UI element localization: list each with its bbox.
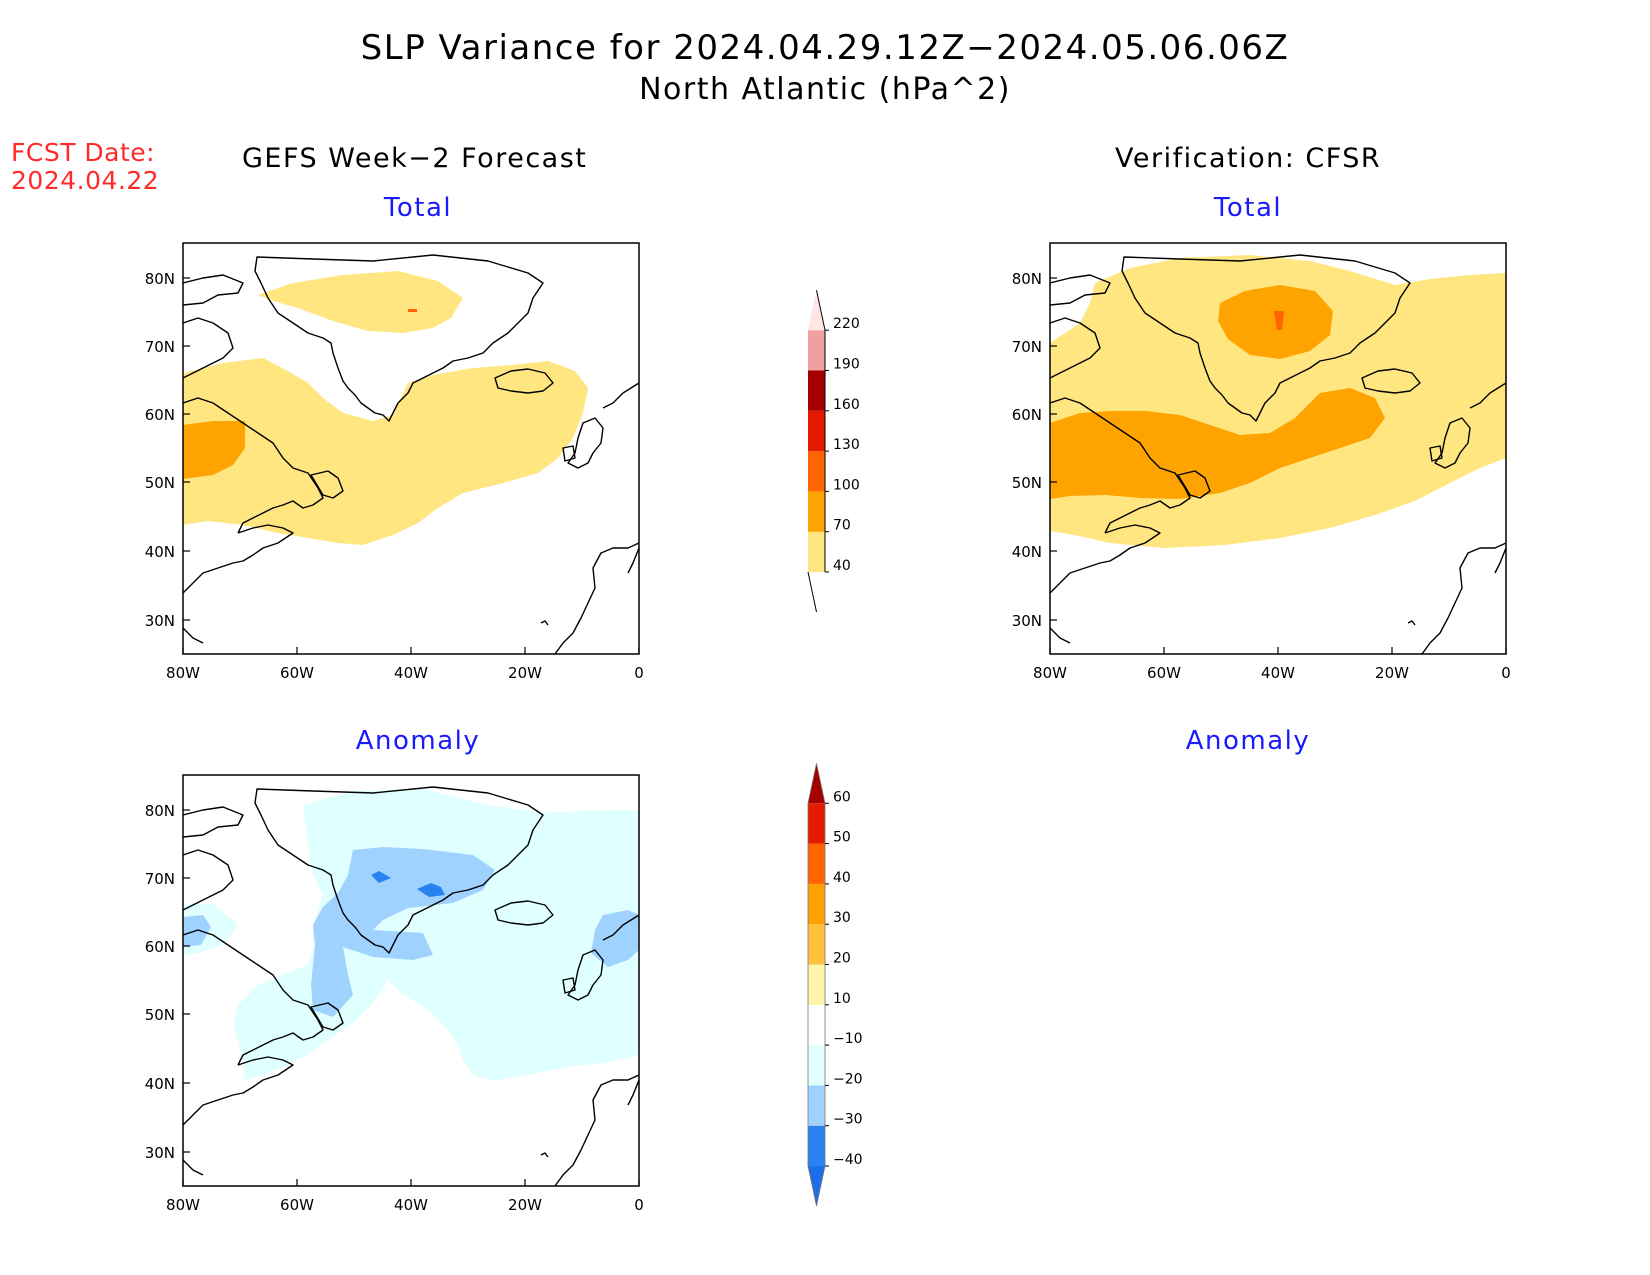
colorbar-label: 20	[833, 951, 851, 967]
lon-tick-label: 20W	[508, 664, 542, 682]
colorbar-swatch	[808, 924, 825, 965]
axis-labels: 80W 60W 40W 20W 0 80N 70N 60N 50N 40N 30N 80W 60W 40W…	[145, 270, 1511, 1214]
colorbar-upper-extension	[808, 763, 825, 804]
colorbar-swatch	[808, 1125, 825, 1166]
panel-title-forecast-anomaly: Anomaly	[355, 726, 481, 756]
colorbar-label: 190	[833, 357, 860, 373]
forecast-anomaly-map	[182, 774, 640, 1187]
lat-tick-label: 50N	[145, 474, 175, 492]
colorbar-label: −20	[833, 1071, 863, 1087]
colorbar-label: 40	[833, 870, 851, 886]
forecast-total-map	[182, 242, 640, 655]
lat-tick-label: 50N	[145, 1006, 175, 1024]
lon-tick-label: 80W	[166, 664, 200, 682]
colorbar-label: −40	[833, 1152, 863, 1168]
colorbar-swatch	[808, 843, 825, 884]
lon-tick-label: 60W	[280, 664, 314, 682]
lat-tick-label: 30N	[145, 1144, 175, 1162]
shading-70	[183, 421, 245, 479]
lat-tick-label: 40N	[145, 1075, 175, 1093]
lon-tick-label: 20W	[1375, 664, 1409, 682]
colorbar-lower-extension	[807, 571, 817, 613]
lat-tick-label: 80N	[1012, 270, 1042, 288]
colorbar-label: 220	[833, 316, 860, 332]
colorbar-swatch	[808, 1085, 825, 1126]
colorbar-swatch	[808, 531, 825, 572]
colorbar-swatch	[808, 491, 825, 532]
colorbar-swatch	[808, 451, 825, 492]
shading-100-spot	[1274, 311, 1284, 330]
colorbar-label: 160	[833, 397, 860, 413]
lon-tick-label: 40W	[1261, 664, 1295, 682]
colorbar-swatch	[808, 803, 825, 844]
shading-minus20-east	[591, 910, 639, 967]
shading-minus30-a	[371, 871, 391, 883]
lat-tick-label: 60N	[1012, 406, 1042, 424]
shading-minus20	[311, 847, 495, 1017]
colorbar-swatch	[808, 370, 825, 411]
shading-100-spot	[408, 309, 417, 312]
lat-tick-label: 70N	[1012, 338, 1042, 356]
colorbar-label: 60	[833, 789, 851, 805]
lon-tick-label: 0	[634, 664, 644, 682]
colorbar-swatch	[808, 883, 825, 925]
lat-tick-label: 80N	[145, 270, 175, 288]
lon-tick-label: 60W	[1147, 664, 1181, 682]
lon-tick-label: 40W	[394, 664, 428, 682]
colorbar-label: 130	[833, 437, 860, 453]
lat-tick-label: 70N	[145, 870, 175, 888]
lon-tick-label: 80W	[1033, 664, 1067, 682]
colorbar-swatch	[808, 330, 825, 371]
panel-title-forecast-total: Total	[383, 193, 453, 223]
colorbar-label: 40	[833, 558, 851, 574]
left-column-title: GEFS Week−2 Forecast	[242, 143, 588, 174]
lat-tick-label: 50N	[1012, 474, 1042, 492]
lon-tick-label: 0	[1501, 664, 1511, 682]
forecast-date-value: 2024.04.22	[11, 166, 160, 195]
main-title: SLP Variance for 2024.04.29.12Z−2024.05.…	[360, 28, 1290, 68]
shading-40-north	[258, 271, 463, 333]
panel-title-verification-anomaly: Anomaly	[1185, 726, 1311, 756]
lat-tick-label: 40N	[1012, 543, 1042, 561]
colorbar-lower-extension	[808, 1166, 825, 1206]
shading-70	[1050, 388, 1385, 499]
colorbar-swatch	[808, 410, 825, 452]
colorbar-swatch	[808, 1004, 825, 1046]
colorbar-swatch	[808, 964, 825, 1005]
lon-tick-label: 20W	[508, 1196, 542, 1214]
lon-tick-label: 80W	[166, 1196, 200, 1214]
total-colorbar: 40 70 100 130 160 190 220	[807, 290, 860, 613]
lat-tick-label: 30N	[145, 612, 175, 630]
verification-total-map	[1049, 242, 1507, 655]
shading-minus30-b	[417, 883, 445, 897]
forecast-date-label: FCST Date:	[11, 138, 156, 167]
colorbar-label: 100	[833, 477, 860, 493]
lon-tick-label: 0	[634, 1196, 644, 1214]
colorbar-label: 50	[833, 830, 851, 846]
anomaly-colorbar: −40 −30 −20 −10 10 20 30 40 50 60	[807, 763, 863, 1207]
colorbar-upper-extension	[808, 290, 825, 331]
shading-70-north	[1218, 285, 1333, 359]
lon-tick-label: 60W	[280, 1196, 314, 1214]
shading-40	[183, 358, 588, 545]
colorbar-label: 30	[833, 910, 851, 926]
lat-tick-label: 60N	[145, 406, 175, 424]
colorbar-label: −10	[833, 1031, 863, 1047]
lat-tick-label: 40N	[145, 543, 175, 561]
panel-title-verification-total: Total	[1213, 193, 1283, 223]
lat-tick-label: 80N	[145, 802, 175, 820]
colorbar-label: −30	[833, 1112, 863, 1128]
colorbar-label: 70	[833, 518, 851, 534]
lat-tick-label: 70N	[145, 338, 175, 356]
lat-tick-label: 60N	[145, 938, 175, 956]
colorbar-label: 10	[833, 991, 851, 1007]
right-column-title: Verification: CFSR	[1115, 143, 1382, 174]
main-subtitle: North Atlantic (hPa^2)	[639, 72, 1011, 107]
colorbar-swatch	[808, 1045, 825, 1086]
lat-tick-label: 30N	[1012, 612, 1042, 630]
lon-tick-label: 40W	[394, 1196, 428, 1214]
